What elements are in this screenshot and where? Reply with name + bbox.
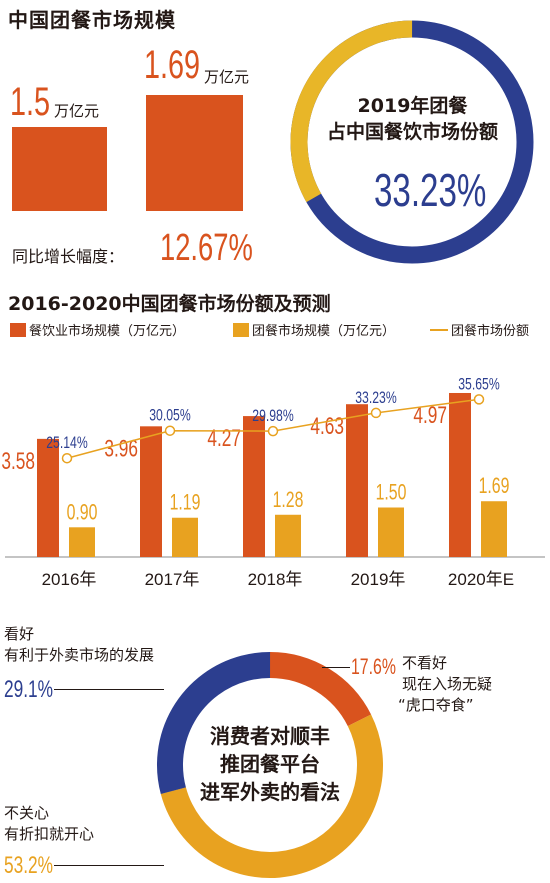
label-group-meal: 1.28 [273,488,304,512]
section1-title: 中国团餐市场规模 [8,8,176,32]
bar-restaurant [140,426,162,557]
value-2019: 1.69 [144,43,201,87]
share-point [370,407,382,419]
bar-restaurant [449,392,471,557]
x-tick-label: 2019年 [351,570,406,589]
opinion-neutral-pct: 53.2% [4,852,54,879]
opinion-donut [157,652,383,878]
bar-group-meal [481,501,507,557]
label-group-meal: 1.19 [170,491,201,515]
x-tick-label: 2020年E [448,570,514,589]
legend-swatch-group-meal [233,322,249,337]
legend-item-share-line: 团餐市场份额 [430,320,529,339]
share-label: 25.14% [46,434,87,452]
label-restaurant: 4.63 [310,414,344,440]
share-label: 29.98% [252,407,293,425]
label-restaurant: 3.96 [104,436,138,462]
opinion-good-pct: 29.1% [4,676,54,703]
bar-restaurant [346,404,368,557]
bar-group-meal [172,517,198,557]
share-donut-value: 33.23% [374,164,487,216]
opinion-good-line1: 看好 [4,625,35,643]
bar-line-chart: 3.58 0.90 2016年 3.96 1.19 2017年 4.27 1.28 2018年 4… [1,376,545,589]
bar-restaurant [37,438,59,557]
growth-label: 同比增长幅度： [12,247,125,266]
value-2018: 1.5 [10,80,51,124]
bar-group-meal [69,527,95,557]
share-donut-line2: 占中国餐饮市场份额 [326,121,498,143]
share-label: 33.23% [355,389,396,407]
legend-swatch-restaurant [10,322,26,337]
x-tick-label: 2017年 [145,570,200,589]
opinion-neutral-leader [54,865,164,866]
opinion-good-leader [54,689,164,690]
opinion-bad-leader [322,667,350,668]
label-restaurant: 3.58 [1,448,35,474]
label-group-meal: 1.69 [479,475,510,499]
share-donut-slice [290,20,534,264]
opinion-title-line2: 推团餐平台 [220,752,320,776]
opinion-bad-line2: 现在入场无疑 [402,675,493,693]
x-tick-label: 2016年 [42,570,97,589]
legend-label-share-line: 团餐市场份额 [451,324,530,339]
bar-group-meal [275,514,301,557]
opinion-slice [157,652,383,878]
share-donut-line1: 2019年团餐 [357,95,468,117]
block-2019 [146,95,243,211]
share-point [473,394,485,405]
block-2018 [12,127,107,211]
opinion-neutral-line1: 不关心 [4,804,50,822]
share-point [164,425,176,436]
label-restaurant: 4.27 [207,425,241,451]
label-group-meal: 0.90 [67,501,98,525]
x-tick-label: 2018年 [248,570,303,589]
unit-2018: 万亿元 [54,102,100,120]
legend-item-group-meal: 团餐市场规模（万亿元） [233,320,395,339]
legend-swatch-share-line [430,328,448,331]
bar-group-meal [378,507,404,557]
growth-value: 12.67% [160,227,253,269]
legend-item-restaurant: 餐饮业市场规模（万亿元） [10,320,185,339]
share-label: 35.65% [458,376,499,394]
section2-title: 2016-2020中国团餐市场份额及预测 [8,293,331,315]
share-point [61,452,73,464]
label-group-meal: 1.50 [376,481,407,505]
opinion-neutral-line2: 有折扣就开心 [4,825,95,843]
opinion-bad-pct: 17.6% [351,654,396,679]
unit-2019: 万亿元 [204,68,250,86]
opinion-bad-line3: “虎口夺食” [398,696,474,714]
opinion-good-line2: 有利于外卖市场的发展 [4,646,155,664]
share-point [267,425,279,437]
opinion-bad-line1: 不看好 [402,654,448,672]
share-donut [290,20,534,264]
opinion-title-line1: 消费者对顺丰 [210,724,330,748]
share-label: 30.05% [149,407,190,425]
opinion-title-line3: 进军外卖的看法 [200,780,340,804]
legend-label-restaurant: 餐饮业市场规模（万亿元） [29,324,186,339]
bar-restaurant [243,416,265,557]
legend-label-group-meal: 团餐市场规模（万亿元） [252,324,396,339]
